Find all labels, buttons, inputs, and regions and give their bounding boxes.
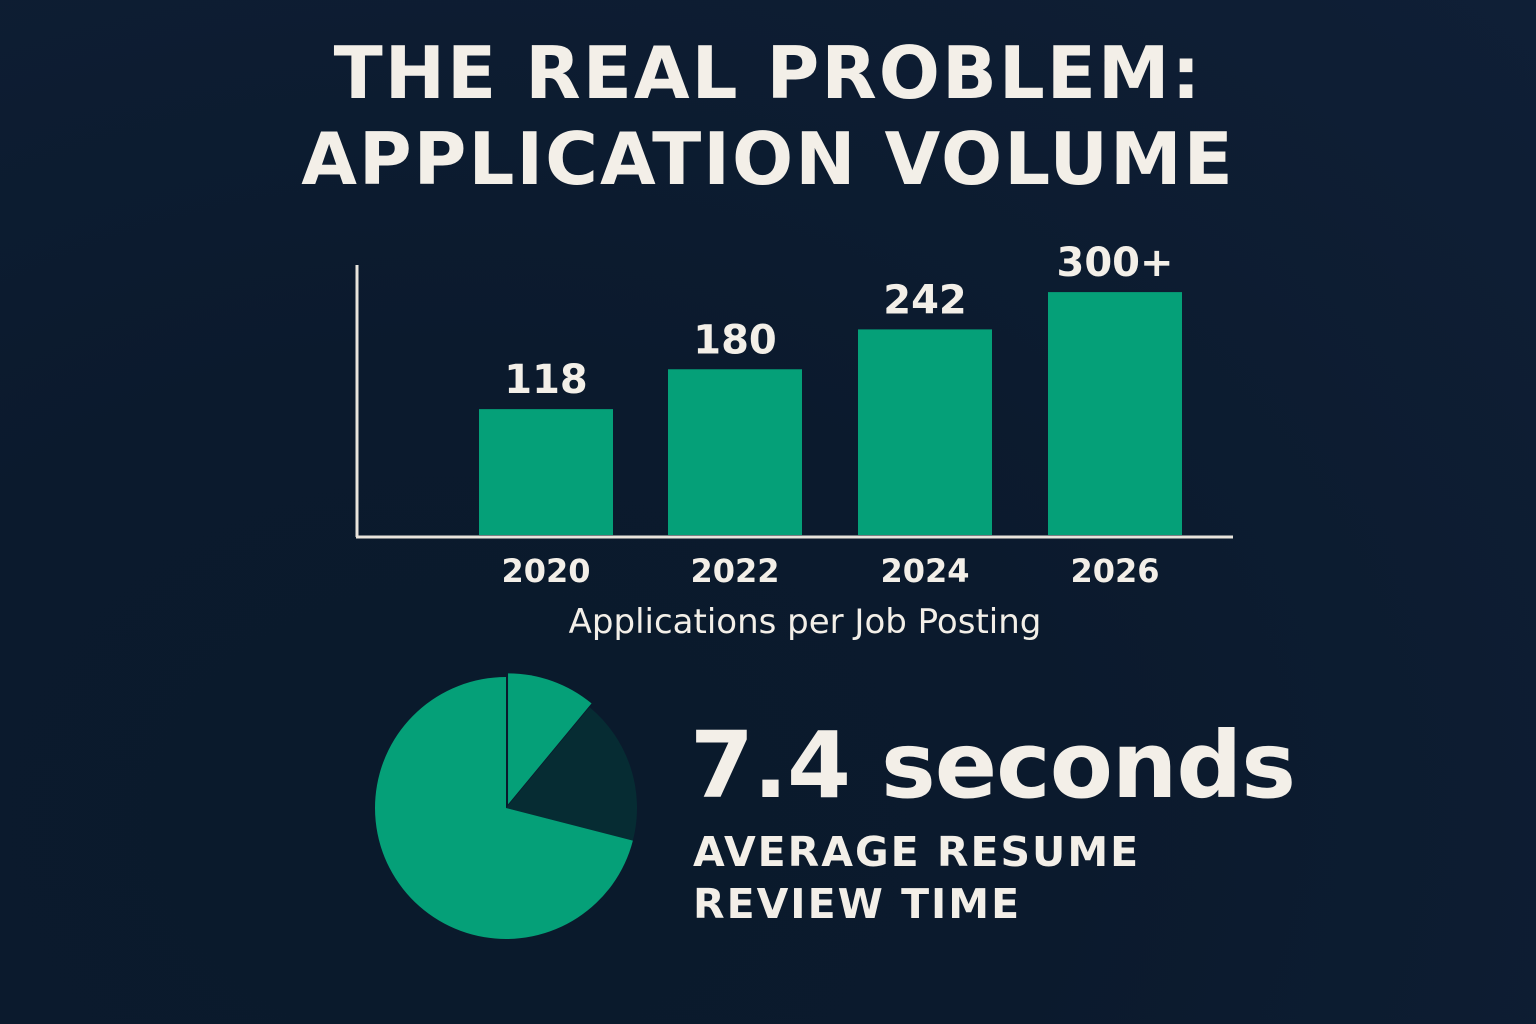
x-tick-label: 2024 <box>880 552 969 590</box>
data-label: 300+ <box>1056 240 1173 286</box>
data-label: 242 <box>883 277 967 323</box>
data-label: 180 <box>693 317 777 363</box>
bar-2024 <box>858 329 992 535</box>
x-tick-label: 2022 <box>690 552 779 590</box>
x-tick-label: 2020 <box>501 552 590 590</box>
title-line-1: THE REAL PROBLEM: <box>333 31 1203 115</box>
stat-label-line-1: AVERAGE RESUME <box>693 828 1141 876</box>
pie-slice-3 <box>375 677 633 940</box>
bar-2020 <box>479 409 613 535</box>
bar-2022 <box>668 369 802 535</box>
stat-label: AVERAGE RESUME REVIEW TIME <box>693 826 1140 930</box>
bar-2026 <box>1048 292 1182 535</box>
pie-slice-2 <box>506 707 638 841</box>
stat-value: 7.4 seconds <box>690 712 1296 819</box>
x-tick-label: 2026 <box>1070 552 1159 590</box>
pie-slice-1 <box>508 673 592 805</box>
x-axis-label: Applications per Job Posting <box>569 602 1042 642</box>
page-title: THE REAL PROBLEM: APPLICATION VOLUME <box>0 30 1536 202</box>
data-label: 118 <box>504 357 588 403</box>
stat-label-line-2: REVIEW TIME <box>693 880 1022 928</box>
title-line-2: APPLICATION VOLUME <box>301 117 1235 201</box>
